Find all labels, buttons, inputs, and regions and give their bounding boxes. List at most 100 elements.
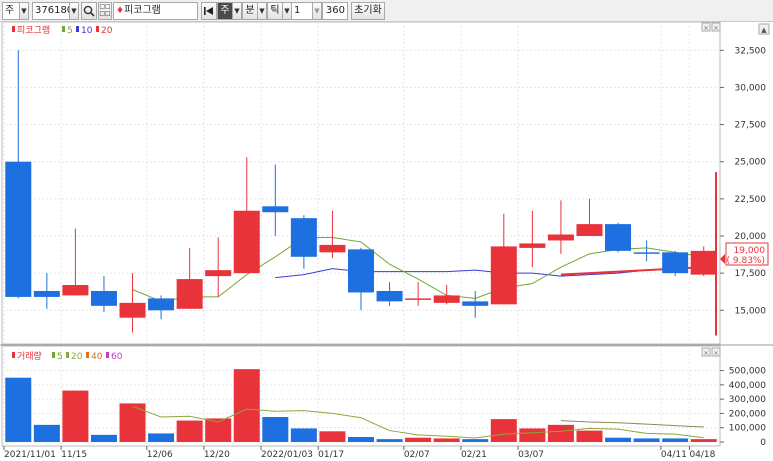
interval-input[interactable]: 1 bbox=[291, 2, 313, 20]
x-axis: 2021/11/01 11/15 12/06 12/20 2022/01/03 01/17… bbox=[3, 446, 716, 460]
candle[interactable] bbox=[405, 282, 432, 306]
candle[interactable] bbox=[119, 273, 146, 333]
volume-bar[interactable] bbox=[490, 419, 517, 442]
period-week-dropdown-arrow[interactable]: ▼ bbox=[232, 2, 242, 20]
pin-icon: ♦ bbox=[116, 6, 125, 16]
candle[interactable] bbox=[576, 198, 603, 236]
date-label: 2022/01/03 bbox=[261, 450, 313, 460]
volume-panel-close-button[interactable]: × bbox=[711, 347, 721, 357]
volume-ma20-line bbox=[560, 420, 704, 428]
candle[interactable] bbox=[547, 200, 574, 254]
stock-code-input[interactable]: 376180 bbox=[32, 2, 70, 20]
candle[interactable] bbox=[290, 215, 317, 269]
candle[interactable] bbox=[319, 210, 346, 259]
candle[interactable] bbox=[5, 50, 32, 299]
period-week-button[interactable]: 주 bbox=[217, 2, 233, 20]
volume-bar[interactable] bbox=[519, 428, 546, 442]
legend-marker bbox=[106, 352, 109, 358]
candle[interactable] bbox=[490, 213, 517, 305]
legend-marker bbox=[52, 352, 55, 358]
market-select[interactable]: 주 bbox=[2, 2, 20, 20]
volume-bar[interactable] bbox=[662, 438, 689, 442]
candle[interactable] bbox=[662, 250, 689, 277]
candle-body bbox=[690, 250, 717, 275]
volume-bar[interactable] bbox=[633, 438, 660, 442]
candle[interactable] bbox=[90, 276, 117, 312]
magnifier-icon bbox=[83, 5, 95, 17]
period-minute-dropdown-arrow[interactable]: ▼ bbox=[257, 2, 267, 20]
volume-ma5-line bbox=[132, 405, 704, 439]
stock-name: 피코그램 bbox=[124, 5, 161, 16]
volume-bar[interactable] bbox=[5, 377, 32, 442]
price-panel-close-button[interactable]: × bbox=[711, 22, 721, 32]
volume-panel-settings-button[interactable]: × bbox=[701, 347, 711, 357]
volume-bar[interactable] bbox=[176, 420, 203, 442]
candle[interactable] bbox=[462, 290, 489, 318]
count-input[interactable]: 360 bbox=[322, 2, 348, 20]
legend-volume-name: 거래량 bbox=[17, 350, 42, 362]
volume-bar[interactable] bbox=[205, 418, 232, 442]
candle[interactable] bbox=[148, 295, 175, 320]
volume-bar[interactable] bbox=[690, 439, 717, 442]
price-legend: 피코그램 5 10 20 bbox=[12, 24, 113, 36]
candle[interactable] bbox=[205, 237, 232, 297]
svg-text:×: × bbox=[713, 350, 718, 357]
svg-text:×: × bbox=[713, 25, 718, 32]
candle-body bbox=[462, 301, 489, 306]
legend-vol-ma20: 20 bbox=[71, 352, 83, 362]
volume-bar[interactable] bbox=[605, 437, 632, 442]
stock-code-dropdown-arrow[interactable]: ▼ bbox=[69, 2, 79, 20]
volume-tick-label: 200,000 bbox=[729, 409, 766, 419]
candle[interactable] bbox=[262, 164, 289, 236]
volume-bar[interactable] bbox=[290, 428, 317, 442]
volume-bar[interactable] bbox=[62, 390, 89, 442]
volume-bar[interactable] bbox=[233, 369, 260, 442]
multi-chart-button[interactable]: □□ □□ bbox=[98, 2, 112, 20]
volume-bar[interactable] bbox=[405, 437, 432, 442]
price-tick-label: 20,000 bbox=[735, 232, 767, 242]
candle[interactable] bbox=[690, 172, 717, 336]
reset-button[interactable]: 초기화 bbox=[351, 2, 385, 20]
candle[interactable] bbox=[433, 285, 460, 305]
candle[interactable] bbox=[176, 247, 203, 309]
interval-dropdown-arrow[interactable]: ▼ bbox=[312, 2, 322, 20]
legend-ma20: 20 bbox=[101, 26, 113, 36]
candle[interactable] bbox=[33, 273, 60, 309]
scroll-right-button[interactable]: ▲ bbox=[758, 23, 770, 35]
candle-body bbox=[433, 295, 460, 303]
candle[interactable] bbox=[376, 282, 403, 306]
legend-ma5: 5 bbox=[67, 26, 73, 36]
volume-bar[interactable] bbox=[576, 430, 603, 442]
candle-body bbox=[662, 252, 689, 274]
period-minute-button[interactable]: 분 bbox=[242, 2, 258, 20]
period-tick-button[interactable]: 틱 bbox=[267, 2, 283, 20]
date-label: 01/17 bbox=[318, 450, 344, 460]
volume-bar[interactable] bbox=[462, 439, 489, 442]
volume-bar[interactable] bbox=[547, 424, 574, 442]
volume-bar[interactable] bbox=[319, 431, 346, 442]
candle[interactable] bbox=[605, 222, 632, 253]
candle[interactable] bbox=[348, 247, 374, 311]
price-tick-label: 30,000 bbox=[735, 83, 767, 93]
market-dropdown-arrow[interactable]: ▼ bbox=[19, 2, 29, 20]
volume-bar[interactable] bbox=[148, 433, 175, 442]
volume-bar[interactable] bbox=[262, 417, 289, 442]
volume-bar[interactable] bbox=[33, 424, 60, 442]
search-button[interactable] bbox=[81, 2, 97, 20]
candle[interactable] bbox=[62, 228, 89, 296]
volume-bar[interactable] bbox=[90, 434, 117, 442]
candle[interactable] bbox=[233, 157, 260, 274]
price-panel-settings-button[interactable]: × bbox=[701, 22, 711, 32]
first-period-button[interactable] bbox=[201, 2, 217, 20]
candle-body bbox=[119, 302, 146, 318]
candle-body bbox=[576, 224, 603, 236]
volume-bar[interactable] bbox=[348, 437, 374, 442]
volume-bar[interactable] bbox=[433, 438, 460, 442]
candle-body bbox=[348, 249, 374, 293]
date-label: 12/20 bbox=[204, 450, 230, 460]
volume-bar[interactable] bbox=[376, 439, 403, 442]
volume-tick-label: 400,000 bbox=[729, 381, 766, 391]
candle[interactable] bbox=[519, 210, 546, 268]
candle[interactable] bbox=[633, 240, 660, 262]
stock-chart[interactable]: 피코그램 5 10 20 거래량 5 20 40 60 × × × bbox=[0, 22, 773, 461]
